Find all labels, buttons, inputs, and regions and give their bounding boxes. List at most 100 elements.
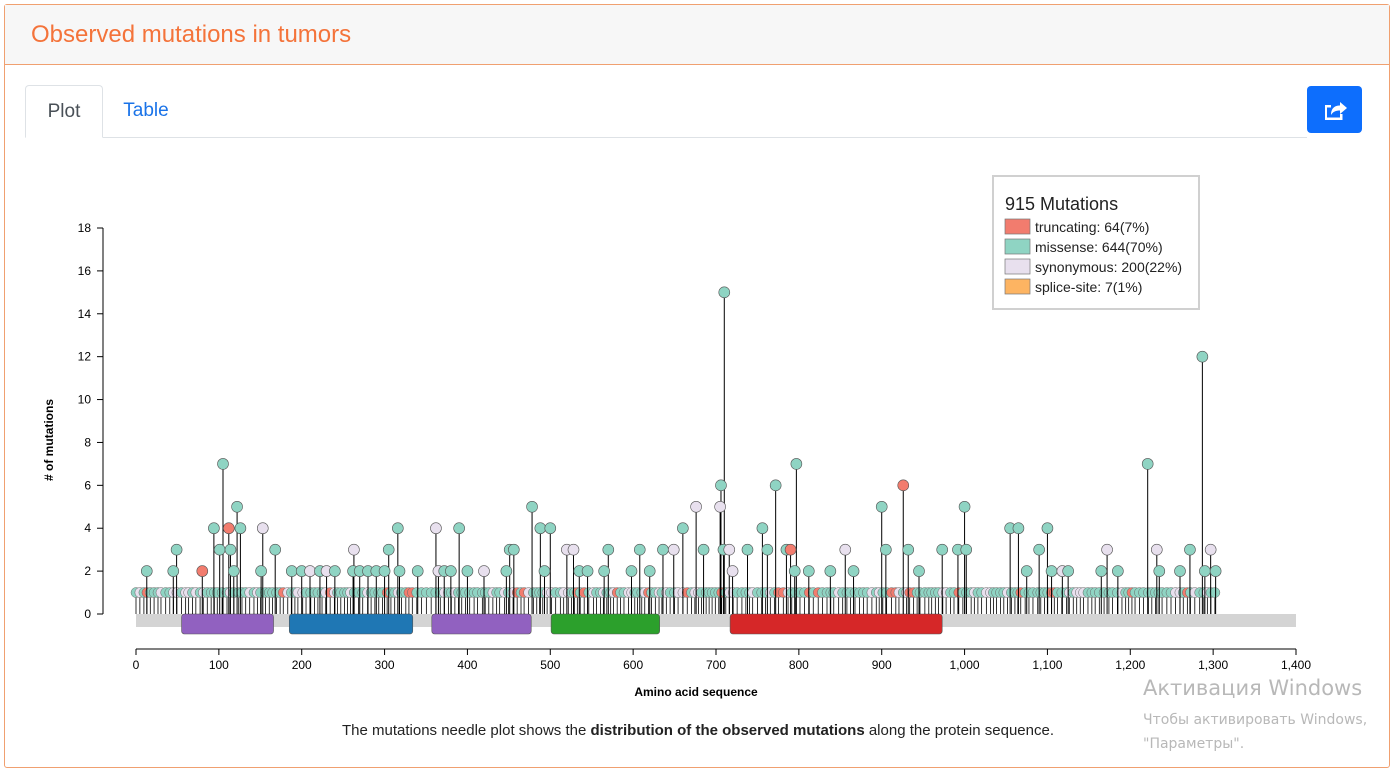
needle-head [723,543,736,556]
y-axis-label: # of mutations [42,399,56,481]
needle-head [1112,565,1124,577]
needle-head [1184,543,1196,556]
needle-head [170,543,183,556]
legend-label-missense: missense: 644(70%) [1035,239,1163,255]
protein-backbone [136,614,1296,627]
needle-head [741,543,754,556]
x-tick-label: 600 [623,658,643,672]
x-tick-label: 1,200 [1115,658,1145,672]
needle-head [761,543,774,556]
needle-head [667,543,680,556]
needle-head [534,522,547,535]
needle-head [255,565,267,577]
share-icon [1324,101,1347,120]
needle-head [897,479,910,492]
needle-head [875,500,888,513]
y-tick-label: 16 [78,264,92,278]
needle-head [960,543,973,556]
needle-head [756,522,769,535]
needle-head [538,565,551,577]
y-tick-label: 4 [84,521,91,535]
needle-head [256,522,269,535]
caption-text-start: The mutations needle plot shows the [342,722,591,739]
needle-head [500,565,513,577]
watermark-line-1: Чтобы активировать Windows, [1143,712,1368,728]
share-button[interactable] [1307,86,1362,133]
needle-head [1209,565,1222,577]
needle-head [633,543,646,556]
needle-head [790,458,803,470]
protein-domain [729,613,943,635]
needle-head [378,565,391,577]
needle-head [1062,565,1074,577]
x-tick-label: 400 [457,658,477,672]
legend-swatch-truncating [1004,218,1031,235]
tab-bar: Plot Table [25,85,1307,138]
y-tick-label: 8 [84,435,91,449]
needle-head [304,565,316,577]
panel-title: Observed mutations in tumors [31,20,352,48]
needle-head [880,543,892,556]
needle-head [382,543,395,556]
x-tick-label: 1,100 [1032,658,1062,672]
legend-label-truncating: truncating: 64(7%) [1035,219,1149,235]
needle-head [1033,543,1045,556]
needle-head [196,565,209,577]
x-tick-label: 800 [789,658,809,672]
needle-head [1020,565,1033,577]
needle-head [269,543,282,556]
needle-head [1012,522,1025,535]
needle-head [544,522,557,535]
protein-domain [431,613,532,635]
needle-head [902,543,915,556]
tab-plot[interactable]: Plot [25,85,103,138]
needle-head [224,543,237,556]
needle-head [1151,543,1163,556]
needle-head [690,500,702,513]
y-tick-label: 18 [78,221,92,235]
needle-head [824,565,837,577]
legend-title: 915 Mutations [1005,194,1118,214]
windows-activation-watermark: Активация Windows Чтобы активировать Win… [1143,676,1367,756]
needle-head [1209,587,1221,598]
needle-head [839,543,852,556]
needle-head [393,565,406,577]
needle-head [847,565,860,577]
x-tick-label: 900 [872,658,892,672]
needle-head [411,565,424,577]
x-tick-label: 100 [209,658,229,672]
protein-domain [288,613,414,635]
y-tick-label: 14 [78,307,92,321]
needle-head [461,565,474,577]
needle-head [1196,350,1209,363]
y-tick-label: 10 [78,393,92,407]
needle-head [1041,522,1054,535]
tab-table[interactable]: Table [123,100,169,121]
needle-head [234,522,247,535]
needle-head [714,500,726,513]
legend-swatch-splice [1004,278,1031,295]
needle-head [913,565,925,577]
x-axis-label: Amino acid sequence [634,685,758,699]
needle-head [598,565,610,577]
needle-head [1141,458,1154,470]
needle-head [715,479,727,492]
needle-head [769,479,782,492]
needle-head [348,543,360,556]
needle-head [392,522,404,535]
x-tick-label: 1,300 [1198,658,1228,672]
y-tick-label: 12 [78,350,92,364]
needle-head [958,500,971,513]
plot-caption: The mutations needle plot shows the dist… [0,722,1396,739]
needle-head [602,543,615,556]
needle-head [526,500,538,513]
y-tick-label: 0 [84,607,91,621]
watermark-line-2: "Параметры". [1143,736,1245,752]
protein-domain [550,613,660,635]
caption-text-bold: distribution of the observed mutations [590,722,865,739]
needle-head [643,565,656,577]
needle-head [802,565,815,577]
caption-text-end: along the protein sequence. [864,722,1054,739]
needle-head [478,565,490,577]
needle-head [718,286,731,299]
